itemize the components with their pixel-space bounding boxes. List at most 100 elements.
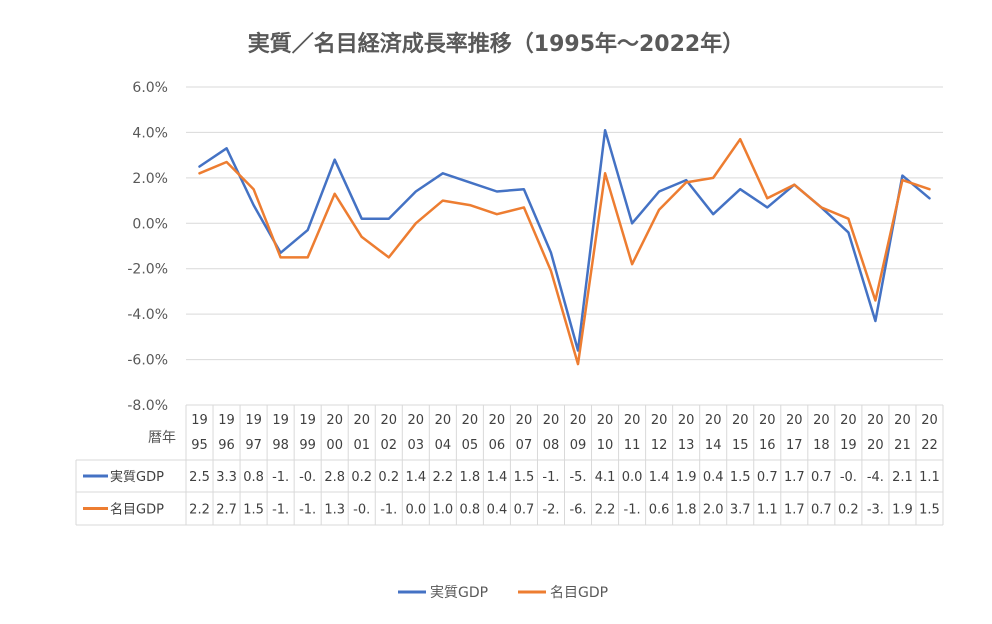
legend: 実質GDP 名目GDP <box>398 585 608 601</box>
y-tick-label: -6.0% <box>127 353 168 369</box>
x-tick-label: 20 <box>597 413 614 428</box>
x-tick-label: 05 <box>462 438 479 453</box>
table-cell: 1.4 <box>487 470 508 485</box>
x-tick-label: 16 <box>759 438 776 453</box>
x-tick-label: 13 <box>678 438 695 453</box>
y-tick-label: 6.0% <box>132 80 168 96</box>
x-tick-label: 97 <box>245 438 262 453</box>
x-tick-label: 15 <box>732 438 749 453</box>
table-cell: 2.7 <box>216 503 237 518</box>
x-tick-label: 19 <box>245 413 262 428</box>
table-cell: 1.8 <box>676 503 697 518</box>
x-tick-label: 20 <box>651 413 668 428</box>
x-tick-label: 00 <box>326 438 343 453</box>
x-tick-label: 09 <box>570 438 587 453</box>
table-cell: 1.8 <box>460 470 481 485</box>
table-cell: 1.9 <box>676 470 697 485</box>
table-cell: 0.7 <box>514 503 535 518</box>
x-tick-label: 20 <box>867 438 884 453</box>
series-lines <box>198 128 931 366</box>
x-tick-label: 20 <box>380 413 397 428</box>
x-tick-label: 20 <box>840 413 857 428</box>
grid <box>186 86 943 406</box>
table-cell: -1. <box>380 503 397 518</box>
table-cell: 0.7 <box>757 470 778 485</box>
x-tick-label: 20 <box>570 413 587 428</box>
x-tick-label: 20 <box>732 413 749 428</box>
table-cell: 3.7 <box>730 503 751 518</box>
table-cell: -0. <box>353 503 370 518</box>
table-cell: -6. <box>569 503 586 518</box>
x-tick-label: 20 <box>894 413 911 428</box>
table-cell: -5. <box>569 470 586 485</box>
x-tick-label: 19 <box>191 413 208 428</box>
table-cell: 0.4 <box>703 470 724 485</box>
x-tick-label: 21 <box>894 438 911 453</box>
table-row-label: 実質GDP <box>110 469 164 485</box>
table-cell: -3. <box>867 503 884 518</box>
table-cell: 1.5 <box>730 470 751 485</box>
x-tick-label: 03 <box>408 438 425 453</box>
table-cell: 2.2 <box>189 503 210 518</box>
x-tick-label: 04 <box>435 438 452 453</box>
table-cell: 0.0 <box>622 470 643 485</box>
table-cell: 0.8 <box>243 470 264 485</box>
table-row-label: 名目GDP <box>110 502 164 518</box>
x-tick-label: 99 <box>299 438 316 453</box>
table-cell: -1. <box>272 503 289 518</box>
table-cell: -2. <box>542 503 559 518</box>
table-cell: 0.7 <box>811 503 832 518</box>
table-cell: 2.2 <box>432 470 453 485</box>
table-cell: 2.8 <box>324 470 345 485</box>
table-cell: 1.3 <box>324 503 345 518</box>
table-cell: -1. <box>299 503 316 518</box>
table-cell: 2.5 <box>189 470 210 485</box>
table-cell: 4.1 <box>595 470 616 485</box>
y-tick-label: -2.0% <box>127 262 168 278</box>
table-cell: 2.2 <box>595 503 616 518</box>
x-tick-label: 20 <box>435 413 452 428</box>
x-tick-label: 08 <box>543 438 560 453</box>
x-tick-label: 22 <box>921 438 938 453</box>
table-cell: -1. <box>624 503 641 518</box>
x-tick-label: 06 <box>489 438 506 453</box>
table-cell: 1.9 <box>892 503 913 518</box>
table-cell: -4. <box>867 470 884 485</box>
legend-label: 実質GDP <box>430 585 488 601</box>
table-cell: 0.6 <box>649 503 670 518</box>
table-cell: 0.7 <box>811 470 832 485</box>
table-cell: 0.2 <box>351 470 372 485</box>
x-tick-label: 18 <box>813 438 830 453</box>
table-cell: 2.0 <box>703 503 724 518</box>
table-cell: -1. <box>542 470 559 485</box>
x-tick-label: 12 <box>651 438 668 453</box>
table-cell: 0.0 <box>405 503 426 518</box>
y-tick-label: -8.0% <box>127 398 168 414</box>
y-tick-label: 2.0% <box>132 171 168 187</box>
table-cell: 1.7 <box>784 470 805 485</box>
x-tick-label: 01 <box>353 438 370 453</box>
x-tick-label: 98 <box>272 438 289 453</box>
x-tick-label: 20 <box>326 413 343 428</box>
table-cell: 1.5 <box>243 503 264 518</box>
x-tick-label: 20 <box>759 413 776 428</box>
x-tick-label: 10 <box>597 438 614 453</box>
table-cell: 1.5 <box>514 470 535 485</box>
table-cell: 0.8 <box>460 503 481 518</box>
x-tick-label: 20 <box>678 413 695 428</box>
y-tick-label: 0.0% <box>132 216 168 232</box>
table-cell: 3.3 <box>216 470 237 485</box>
data-table: 19 95 19 96 19 97 19 98 19 99 20 00 20 01 20 02 20 03 20 04… <box>75 404 944 526</box>
table-cell: 1.1 <box>919 470 940 485</box>
x-tick-label: 95 <box>191 438 208 453</box>
series-line <box>198 137 931 366</box>
x-tick-label: 20 <box>921 413 938 428</box>
x-tick-label: 20 <box>353 413 370 428</box>
legend-label: 名目GDP <box>550 585 608 601</box>
table-cell: -1. <box>272 470 289 485</box>
x-tick-label: 20 <box>462 413 479 428</box>
table-cell: -0. <box>840 470 857 485</box>
x-tick-label: 20 <box>489 413 506 428</box>
x-tick-label: 19 <box>299 413 316 428</box>
